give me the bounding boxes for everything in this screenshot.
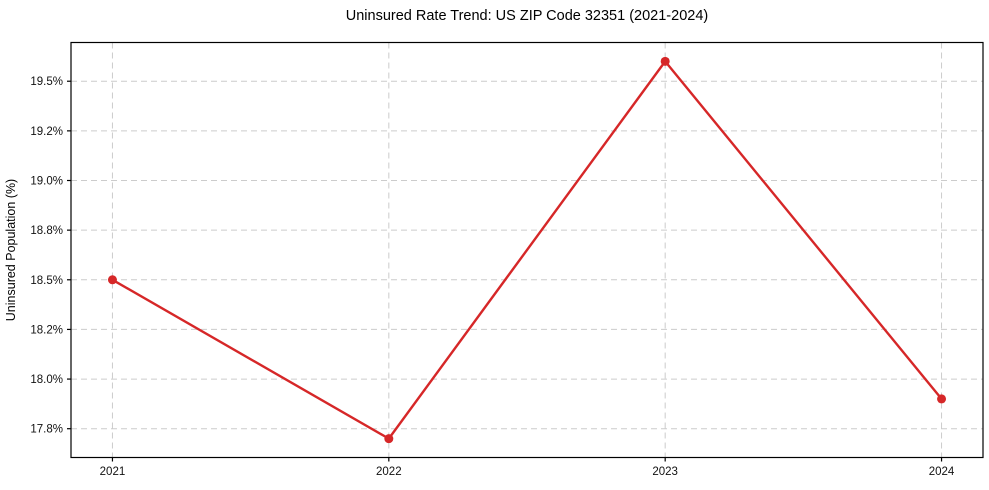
data-point-marker [107, 275, 117, 285]
y-tick-label: 19.0% [30, 176, 63, 188]
trend-line-series [107, 56, 947, 444]
x-tick-label: 2021 [100, 466, 126, 478]
y-axis-label: Uninsured Population (%) [4, 179, 18, 321]
plot-border [70, 41, 984, 459]
y-axis-tick-labels: 17.8% 18.0% 18.2% 18.5% 18.8% 19.0% 19.2% 19.5% [30, 76, 63, 435]
data-point-marker [660, 56, 670, 66]
y-tick-label: 18.8% [30, 225, 63, 237]
data-point-marker [384, 434, 394, 444]
y-tick-label: 18.2% [30, 324, 63, 336]
y-tick-label: 18.0% [30, 374, 63, 386]
x-tick-label: 2023 [652, 466, 678, 478]
trend-line [111, 60, 943, 440]
y-tick-label: 19.2% [30, 126, 63, 138]
data-point-marker [937, 394, 947, 404]
y-tick-label: 18.5% [30, 275, 63, 287]
axis-tick-marks [67, 80, 943, 462]
grid-lines [71, 42, 983, 458]
x-tick-label: 2024 [929, 466, 955, 478]
y-tick-label: 19.5% [30, 76, 63, 88]
y-tick-label: 17.8% [30, 424, 63, 436]
x-tick-label: 2022 [376, 466, 402, 478]
chart-title: Uninsured Rate Trend: US ZIP Code 32351 … [346, 8, 708, 24]
x-axis-tick-labels: 2021 2022 2023 2024 [100, 466, 955, 478]
